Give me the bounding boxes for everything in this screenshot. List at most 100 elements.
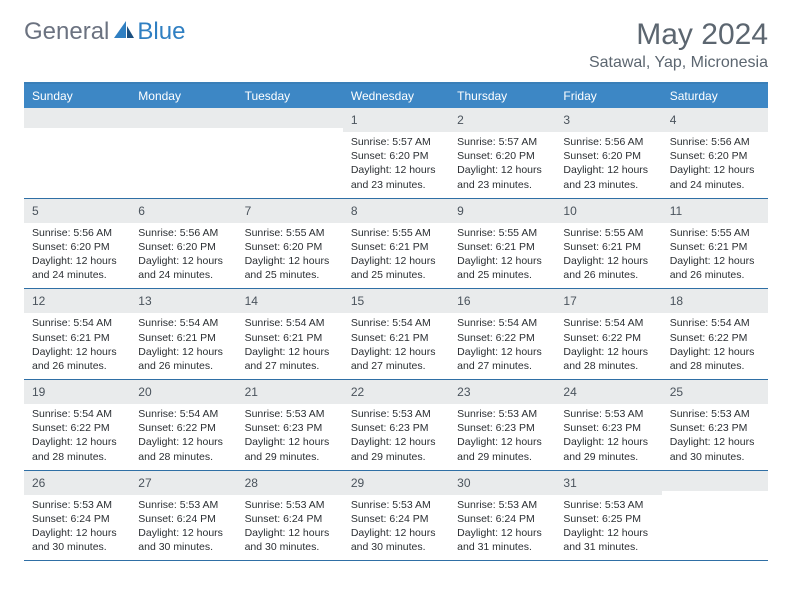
day-cell: 17 Sunrise: 5:54 AMSunset: 6:22 PMDayligh…: [555, 289, 661, 379]
day-body: Sunrise: 5:53 AMSunset: 6:23 PMDaylight:…: [237, 404, 343, 464]
sail-icon: [113, 20, 135, 45]
brand-word-2: Blue: [137, 18, 185, 46]
day-body: Sunrise: 5:56 AMSunset: 6:20 PMDaylight:…: [24, 223, 130, 283]
day-cell: 31Sunrise: 5:53 AMSunset: 6:25 PMDayligh…: [555, 471, 661, 561]
sunset-text: Sunset: 6:23 PM: [457, 421, 547, 435]
day-cell: 19Sunrise: 5:54 AMSunset: 6:22 PMDayligh…: [24, 380, 130, 470]
sunrise-text: Sunrise: 5:55 AM: [563, 226, 653, 240]
sunrise-text: Sunrise: 5:54 AM: [457, 316, 547, 330]
day-number-row: 21: [237, 380, 343, 404]
day-body: Sunrise: 5:54 AMSunset: 6:21 PMDaylight:…: [343, 313, 449, 373]
day-body: Sunrise: 5:57 AMSunset: 6:20 PMDaylight:…: [449, 132, 555, 192]
day-body: Sunrise: 5:54 AMSunset: 6:21 PMDaylight:…: [237, 313, 343, 373]
sunrise-text: Sunrise: 5:53 AM: [457, 498, 547, 512]
sunrise-text: Sunrise: 5:56 AM: [138, 226, 228, 240]
sunset-text: Sunset: 6:23 PM: [563, 421, 653, 435]
daylight-text: Daylight: 12 hours and 30 minutes.: [670, 435, 760, 463]
day-number: 10: [563, 204, 576, 218]
sunrise-text: Sunrise: 5:54 AM: [351, 316, 441, 330]
day-body: Sunrise: 5:56 AMSunset: 6:20 PMDaylight:…: [662, 132, 768, 192]
sunset-text: Sunset: 6:21 PM: [245, 331, 335, 345]
sunset-text: Sunset: 6:24 PM: [32, 512, 122, 526]
day-body: Sunrise: 5:55 AMSunset: 6:20 PMDaylight:…: [237, 223, 343, 283]
sunrise-text: Sunrise: 5:56 AM: [670, 135, 760, 149]
day-cell: 3Sunrise: 5:56 AMSunset: 6:20 PMDaylight…: [555, 108, 661, 198]
day-number-row: [237, 108, 343, 128]
day-number-row: 9: [449, 199, 555, 223]
sunrise-text: Sunrise: 5:54 AM: [563, 316, 653, 330]
day-number-row: 2: [449, 108, 555, 132]
sunrise-text: Sunrise: 5:57 AM: [457, 135, 547, 149]
dow-saturday: Saturday: [662, 84, 768, 108]
sunrise-text: Sunrise: 5:53 AM: [138, 498, 228, 512]
day-number-row: 12: [24, 289, 130, 313]
daylight-text: Daylight: 12 hours and 27 minutes.: [457, 345, 547, 373]
brand-word-1: General: [24, 18, 109, 46]
sunset-text: Sunset: 6:20 PM: [563, 149, 653, 163]
day-cell: [662, 471, 768, 561]
day-number-row: 15: [343, 289, 449, 313]
day-number-row: 17: [555, 289, 661, 313]
day-cell: 21Sunrise: 5:53 AMSunset: 6:23 PMDayligh…: [237, 380, 343, 470]
week-row: 5Sunrise: 5:56 AMSunset: 6:20 PMDaylight…: [24, 199, 768, 290]
day-body: Sunrise: 5:57 AMSunset: 6:20 PMDaylight:…: [343, 132, 449, 192]
sunrise-text: Sunrise: 5:54 AM: [138, 316, 228, 330]
day-number: 12: [32, 294, 45, 308]
dow-friday: Friday: [555, 84, 661, 108]
sunrise-text: Sunrise: 5:53 AM: [670, 407, 760, 421]
day-body: Sunrise: 5:54 AMSunset: 6:22 PMDaylight:…: [555, 313, 661, 373]
sunset-text: Sunset: 6:24 PM: [351, 512, 441, 526]
day-number-row: 6: [130, 199, 236, 223]
sunset-text: Sunset: 6:21 PM: [32, 331, 122, 345]
day-cell: 14Sunrise: 5:54 AMSunset: 6:21 PMDayligh…: [237, 289, 343, 379]
day-number: 8: [351, 204, 358, 218]
day-cell: 25Sunrise: 5:53 AMSunset: 6:23 PMDayligh…: [662, 380, 768, 470]
day-cell: 20Sunrise: 5:54 AMSunset: 6:22 PMDayligh…: [130, 380, 236, 470]
day-number: 27: [138, 476, 151, 490]
sunset-text: Sunset: 6:21 PM: [138, 331, 228, 345]
sunrise-text: Sunrise: 5:53 AM: [351, 407, 441, 421]
day-number-row: [24, 108, 130, 128]
sunrise-text: Sunrise: 5:53 AM: [563, 498, 653, 512]
day-cell: 29Sunrise: 5:53 AMSunset: 6:24 PMDayligh…: [343, 471, 449, 561]
sunrise-text: Sunrise: 5:55 AM: [457, 226, 547, 240]
daylight-text: Daylight: 12 hours and 30 minutes.: [245, 526, 335, 554]
day-number-row: [662, 471, 768, 491]
day-cell: 5Sunrise: 5:56 AMSunset: 6:20 PMDaylight…: [24, 199, 130, 289]
sunset-text: Sunset: 6:22 PM: [563, 331, 653, 345]
dow-tuesday: Tuesday: [237, 84, 343, 108]
sunrise-text: Sunrise: 5:57 AM: [351, 135, 441, 149]
daylight-text: Daylight: 12 hours and 23 minutes.: [563, 163, 653, 191]
day-number-row: 4: [662, 108, 768, 132]
day-cell: 8 Sunrise: 5:55 AMSunset: 6:21 PMDaylight…: [343, 199, 449, 289]
day-body: Sunrise: 5:55 AMSunset: 6:21 PMDaylight:…: [449, 223, 555, 283]
day-cell: 24Sunrise: 5:53 AMSunset: 6:23 PMDayligh…: [555, 380, 661, 470]
day-body: Sunrise: 5:55 AMSunset: 6:21 PMDaylight:…: [555, 223, 661, 283]
header: General Blue May 2024 Satawal, Yap, Micr…: [24, 18, 768, 72]
day-number: 24: [563, 385, 576, 399]
sunrise-text: Sunrise: 5:53 AM: [245, 498, 335, 512]
day-number-row: 10: [555, 199, 661, 223]
sunset-text: Sunset: 6:24 PM: [457, 512, 547, 526]
daylight-text: Daylight: 12 hours and 31 minutes.: [457, 526, 547, 554]
day-number: 31: [563, 476, 576, 490]
day-cell: 30Sunrise: 5:53 AMSunset: 6:24 PMDayligh…: [449, 471, 555, 561]
day-body: Sunrise: 5:55 AMSunset: 6:21 PMDaylight:…: [343, 223, 449, 283]
sunset-text: Sunset: 6:21 PM: [670, 240, 760, 254]
day-body: Sunrise: 5:53 AMSunset: 6:24 PMDaylight:…: [449, 495, 555, 555]
sunrise-text: Sunrise: 5:56 AM: [563, 135, 653, 149]
sunrise-text: Sunrise: 5:53 AM: [245, 407, 335, 421]
day-body: Sunrise: 5:56 AMSunset: 6:20 PMDaylight:…: [555, 132, 661, 192]
dow-thursday: Thursday: [449, 84, 555, 108]
day-cell: 28Sunrise: 5:53 AMSunset: 6:24 PMDayligh…: [237, 471, 343, 561]
week-row: 12Sunrise: 5:54 AMSunset: 6:21 PMDayligh…: [24, 289, 768, 380]
day-number-row: [130, 108, 236, 128]
day-body: Sunrise: 5:53 AMSunset: 6:24 PMDaylight:…: [130, 495, 236, 555]
week-row: 1Sunrise: 5:57 AMSunset: 6:20 PMDaylight…: [24, 108, 768, 199]
daylight-text: Daylight: 12 hours and 24 minutes.: [32, 254, 122, 282]
day-number: 17: [563, 294, 576, 308]
sunset-text: Sunset: 6:20 PM: [138, 240, 228, 254]
day-cell: 18Sunrise: 5:54 AMSunset: 6:22 PMDayligh…: [662, 289, 768, 379]
daylight-text: Daylight: 12 hours and 28 minutes.: [670, 345, 760, 373]
sunrise-text: Sunrise: 5:54 AM: [670, 316, 760, 330]
